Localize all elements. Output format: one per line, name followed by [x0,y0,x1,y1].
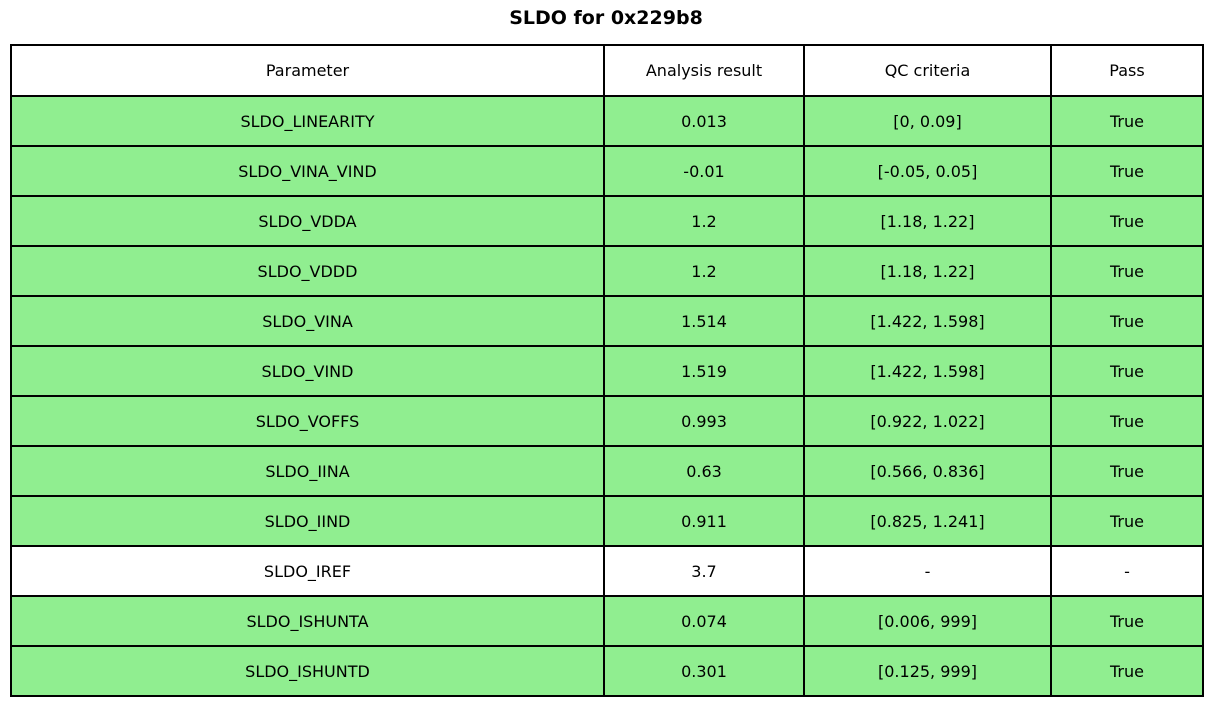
cell-criteria: [1.422, 1.598] [803,345,1052,397]
cell-parameter: SLDO_VDDD [10,245,605,297]
cell-result: 1.2 [603,245,805,297]
table-row: SLDO_VDDA 1.2 [1.18, 1.22] True [10,195,1204,247]
cell-criteria: [0.006, 999] [803,595,1052,647]
cell-pass: True [1050,245,1204,297]
cell-criteria: [-0.05, 0.05] [803,145,1052,197]
cell-result: 0.074 [603,595,805,647]
cell-criteria: [1.18, 1.22] [803,245,1052,297]
cell-pass: True [1050,345,1204,397]
cell-pass: True [1050,145,1204,197]
column-header-qc-criteria: QC criteria [803,44,1052,97]
column-header-pass: Pass [1050,44,1204,97]
cell-pass: True [1050,195,1204,247]
cell-criteria: [0.825, 1.241] [803,495,1052,547]
table-row: SLDO_IINA 0.63 [0.566, 0.836] True [10,445,1204,497]
table-row: SLDO_ISHUNTD 0.301 [0.125, 999] True [10,645,1204,697]
cell-pass: True [1050,645,1204,697]
cell-parameter: SLDO_LINEARITY [10,95,605,147]
cell-parameter: SLDO_VINA_VIND [10,145,605,197]
cell-parameter: SLDO_IIND [10,495,605,547]
header-row: Parameter Analysis result QC criteria Pa… [10,44,1204,97]
cell-criteria: [1.18, 1.22] [803,195,1052,247]
cell-parameter: SLDO_IINA [10,445,605,497]
qc-results-table: Parameter Analysis result QC criteria Pa… [10,44,1204,697]
cell-criteria: [0.922, 1.022] [803,395,1052,447]
cell-parameter: SLDO_VIND [10,345,605,397]
cell-parameter: SLDO_IREF [10,545,605,597]
cell-result: 0.911 [603,495,805,547]
page-title: SLDO for 0x229b8 [509,7,703,29]
column-header-analysis-result: Analysis result [603,44,805,97]
cell-pass: - [1050,545,1204,597]
cell-result: 0.013 [603,95,805,147]
table-row: SLDO_VOFFS 0.993 [0.922, 1.022] True [10,395,1204,447]
cell-pass: True [1050,95,1204,147]
table-row: SLDO_ISHUNTA 0.074 [0.006, 999] True [10,595,1204,647]
cell-parameter: SLDO_VINA [10,295,605,347]
cell-criteria: [0, 0.09] [803,95,1052,147]
cell-criteria: - [803,545,1052,597]
cell-result: 3.7 [603,545,805,597]
cell-parameter: SLDO_VOFFS [10,395,605,447]
cell-result: 0.993 [603,395,805,447]
cell-pass: True [1050,445,1204,497]
cell-result: -0.01 [603,145,805,197]
table-row: SLDO_LINEARITY 0.013 [0, 0.09] True [10,95,1204,147]
table-row: SLDO_VINA 1.514 [1.422, 1.598] True [10,295,1204,347]
cell-criteria: [1.422, 1.598] [803,295,1052,347]
cell-pass: True [1050,595,1204,647]
table-body: SLDO_LINEARITY 0.013 [0, 0.09] True SLDO_VIN… [10,95,1204,697]
table-row: SLDO_VIND 1.519 [1.422, 1.598] True [10,345,1204,397]
cell-parameter: SLDO_ISHUNTA [10,595,605,647]
cell-pass: True [1050,495,1204,547]
cell-result: 0.63 [603,445,805,497]
cell-result: 1.2 [603,195,805,247]
table-row: SLDO_IIND 0.911 [0.825, 1.241] True [10,495,1204,547]
column-header-parameter: Parameter [10,44,605,97]
cell-result: 1.519 [603,345,805,397]
cell-pass: True [1050,295,1204,347]
table-header: Parameter Analysis result QC criteria Pa… [10,44,1204,97]
cell-parameter: SLDO_VDDA [10,195,605,247]
cell-criteria: [0.125, 999] [803,645,1052,697]
cell-criteria: [0.566, 0.836] [803,445,1052,497]
cell-pass: True [1050,395,1204,447]
cell-parameter: SLDO_ISHUNTD [10,645,605,697]
cell-result: 0.301 [603,645,805,697]
table-row: SLDO_VDDD 1.2 [1.18, 1.22] True [10,245,1204,297]
cell-result: 1.514 [603,295,805,347]
table-row: SLDO_VINA_VIND -0.01 [-0.05, 0.05] True [10,145,1204,197]
table-row: SLDO_IREF 3.7- - [10,545,1204,597]
